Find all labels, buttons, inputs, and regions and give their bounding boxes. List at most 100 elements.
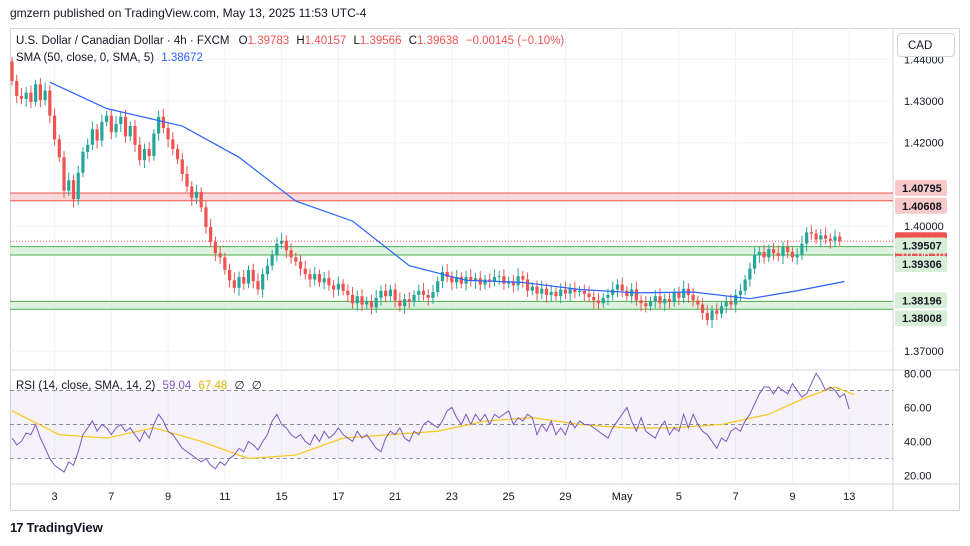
- support-zone[interactable]: [10, 246, 893, 256]
- price-tick-label: 1.44000: [904, 54, 944, 66]
- candle-body: [459, 276, 463, 284]
- candle-body: [199, 191, 203, 208]
- candle-body: [43, 90, 47, 101]
- candle-body: [246, 269, 251, 284]
- resistance-upper-tag: 1.40795: [902, 183, 942, 195]
- candle-body: [544, 288, 549, 295]
- candle-body: [511, 281, 515, 286]
- candle-body: [540, 288, 544, 294]
- candle-body: [105, 115, 109, 122]
- candle-body: [190, 186, 194, 198]
- resistance-zone[interactable]: [10, 192, 893, 201]
- candle-body: [469, 276, 473, 282]
- main-legend: U.S. Dollar / Canadian Dollar · 4h · FXC…: [16, 35, 564, 47]
- candle-body: [786, 246, 790, 252]
- candle-body: [734, 294, 738, 305]
- candle-body: [119, 116, 123, 124]
- time-tick-label: 5: [676, 491, 682, 503]
- candle-body: [691, 294, 695, 301]
- tradingview-mark-icon: 17: [10, 520, 24, 535]
- candle-body: [667, 299, 672, 303]
- sma-legend[interactable]: SMA (50, close, 0, SMA, 5) 1.38672: [16, 52, 203, 64]
- candle-body: [644, 303, 648, 307]
- candle-body: [672, 292, 676, 303]
- candle-body: [242, 276, 246, 284]
- candle-body: [332, 285, 336, 290]
- candle-body: [171, 139, 175, 149]
- candle-body: [402, 299, 407, 307]
- candle-body: [280, 240, 284, 244]
- candle-body: [696, 300, 700, 305]
- candle-body: [738, 290, 743, 295]
- candle-body: [95, 129, 99, 141]
- support-lower-tag: 1.39306: [902, 259, 942, 271]
- candle-body: [563, 289, 568, 294]
- rsi-tick-label: 20.00: [904, 470, 932, 482]
- candle-body: [753, 255, 757, 269]
- candle-body: [138, 144, 142, 161]
- candle-body: [663, 299, 667, 304]
- candle-body: [757, 251, 761, 256]
- candle-body: [748, 268, 752, 280]
- chart-frame[interactable]: [10, 28, 960, 511]
- candle-body: [412, 294, 416, 303]
- currency-button[interactable]: CAD: [897, 33, 955, 57]
- candle-body: [682, 288, 686, 298]
- candle-body: [398, 300, 402, 307]
- candle-body: [194, 191, 199, 198]
- candle-body: [227, 269, 232, 281]
- publish-caption: gmzern published on TradingView.com, May…: [10, 6, 367, 20]
- rsi-line[interactable]: [11, 372, 850, 473]
- candle-body: [38, 84, 42, 101]
- candle-body: [86, 144, 90, 152]
- candle-body: [502, 276, 506, 284]
- candle-body: [303, 268, 307, 275]
- candle-body: [625, 290, 629, 297]
- candle-body: [355, 296, 359, 304]
- candle-body: [535, 286, 539, 294]
- candle-body: [379, 290, 383, 298]
- time-tick-label: 29: [559, 491, 571, 503]
- candle-body: [781, 246, 785, 257]
- candle-body: [578, 290, 582, 293]
- candle-body: [554, 292, 558, 297]
- candle-body: [492, 276, 497, 282]
- candle-body: [109, 115, 113, 133]
- candle-body: [123, 116, 128, 137]
- support-upper-tag-bg: [895, 292, 947, 309]
- candle-body: [365, 301, 369, 305]
- candle-body: [559, 289, 563, 297]
- tradingview-logo[interactable]: 17 TradingView: [10, 520, 103, 535]
- candle-body: [767, 249, 771, 258]
- resistance-upper-tag-bg: [895, 179, 947, 196]
- candle-body: [232, 280, 236, 288]
- candle-body: [157, 116, 161, 134]
- resistance-lower-tag: 1.40608: [902, 201, 942, 213]
- sma-line[interactable]: [49, 81, 845, 300]
- candle-body: [521, 276, 525, 280]
- candle-body: [133, 126, 137, 145]
- support-zone[interactable]: [10, 301, 893, 310]
- candle-body: [128, 126, 132, 137]
- candle-body: [573, 288, 577, 293]
- candle-body: [497, 276, 501, 278]
- candle-body: [10, 61, 14, 81]
- candle-body: [161, 116, 165, 129]
- candle-body: [729, 302, 733, 305]
- candle-body: [374, 297, 378, 308]
- time-tick-label: 25: [503, 491, 515, 503]
- time-tick-label: 21: [389, 491, 401, 503]
- candle-body: [790, 251, 795, 258]
- candle-body: [828, 238, 832, 241]
- candle-body: [648, 301, 653, 307]
- rsi-ma-line[interactable]: [11, 386, 855, 460]
- candle-body: [450, 276, 454, 283]
- rsi-legend[interactable]: RSI (14, close, SMA, 14, 2) 59.04 67.48 …: [16, 378, 262, 392]
- candle-body: [313, 274, 317, 280]
- candle-body: [185, 173, 189, 187]
- support-lower-tag: 1.38008: [902, 313, 942, 325]
- rsi-null-1: ∅: [234, 380, 245, 392]
- rsi-value: 59.04: [162, 380, 192, 392]
- candle-body: [601, 297, 605, 304]
